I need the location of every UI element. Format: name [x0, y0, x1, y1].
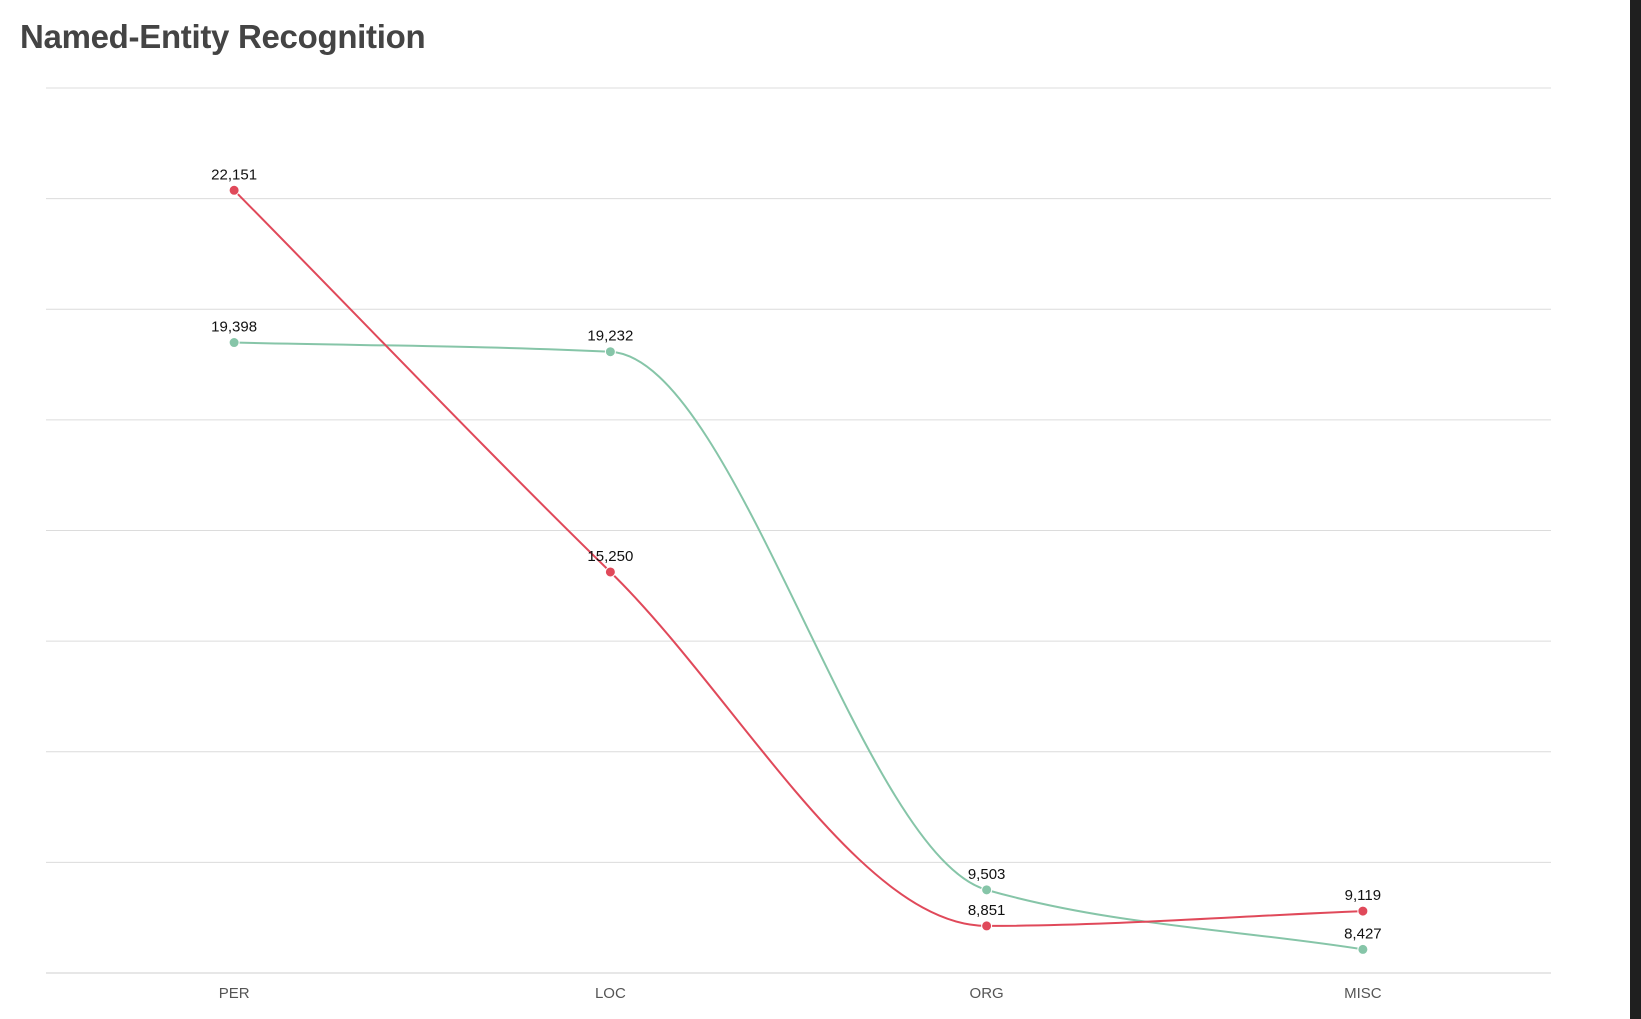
gridlines	[46, 87, 1551, 974]
data-label: 9,119	[1345, 887, 1381, 904]
data-point	[228, 184, 240, 196]
series-line	[233, 189, 1363, 927]
chart-title: Named-Entity Recognition	[20, 18, 426, 55]
x-tick-label: ORG	[970, 985, 1004, 1002]
data-label: 19,232	[587, 328, 633, 345]
data-label: 9,503	[968, 866, 1006, 883]
data-label: 15,250	[587, 548, 633, 565]
data-labels: 22,151 15,250 8,851 9,119 19,398 19,232 9,503 8…	[211, 166, 1381, 942]
x-tick-label: LOC	[595, 985, 626, 1002]
data-label: 8,851	[968, 902, 1006, 919]
data-point	[981, 884, 993, 896]
x-axis-labels: PER LOC ORG MISC	[219, 985, 1382, 1002]
x-tick-label: PER	[219, 985, 250, 1002]
data-point	[228, 337, 240, 349]
data-label: 19,398	[211, 319, 257, 336]
data-label: 22,151	[211, 166, 257, 183]
series-points	[228, 184, 1369, 955]
x-tick-label: MISC	[1344, 985, 1382, 1002]
data-label: 8,427	[1344, 925, 1382, 942]
data-point	[604, 346, 616, 358]
window-edge	[1630, 0, 1641, 1019]
data-point	[981, 920, 993, 932]
series-line	[234, 341, 1364, 951]
data-point	[1357, 943, 1369, 955]
data-point	[604, 566, 616, 578]
series-lines	[233, 189, 1364, 951]
data-point	[1357, 905, 1369, 917]
